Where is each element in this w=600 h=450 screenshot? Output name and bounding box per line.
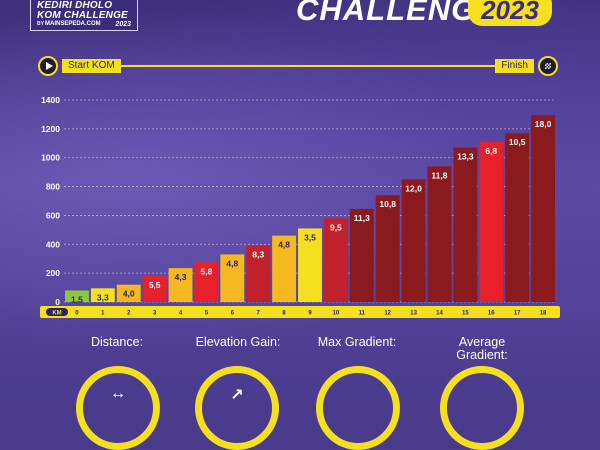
event-logo: KEDIRI DHOLO KOM CHALLENGE BY MAINSEPEDA…: [30, 0, 138, 31]
bar-value-label: 4,3: [175, 272, 187, 282]
elevation-gain-label: Elevation Gain:: [195, 335, 281, 349]
bar-value-label: 4,8: [278, 240, 290, 250]
bar-value-label: 8,3: [252, 250, 264, 260]
elevation-ring: ↗: [195, 366, 279, 450]
bar: [298, 228, 322, 302]
x-tick-label: 3: [153, 311, 157, 317]
play-icon: [38, 56, 58, 76]
bar-value-label: 10,8: [379, 199, 396, 209]
bar-value-label: 3,3: [97, 292, 109, 302]
x-tick-label: 18: [540, 311, 547, 317]
x-tick-label: 7: [257, 311, 261, 317]
bar: [220, 254, 245, 302]
x-axis-bar: [40, 306, 560, 318]
finish-flag-icon: [538, 56, 558, 76]
bar: [65, 290, 89, 302]
bar-value-label: 6,8: [485, 146, 497, 156]
x-tick-label: 17: [514, 311, 521, 317]
x-tick-label: 5: [205, 311, 209, 317]
bar-value-label: 11,8: [431, 170, 447, 180]
x-tick-label: 16: [488, 311, 495, 317]
y-tick-label: 1400: [41, 95, 60, 105]
x-tick-label: 13: [410, 311, 417, 317]
bar: [479, 141, 504, 302]
max-gradient-label: Max Gradient:: [317, 335, 397, 349]
logo-by: BY: [37, 21, 44, 27]
bar-value-label: 4,0: [123, 289, 135, 299]
elevation-chart: 0 200 400 600 800 1000 1200 1400 KM 1,5 0 3,3 1 4,0 2 5…: [40, 95, 560, 318]
bar-value-label: 3,5: [304, 232, 316, 242]
y-tick-label: 1200: [41, 124, 60, 134]
bar: [272, 235, 297, 302]
bar-value-label: 11,3: [354, 213, 370, 223]
x-tick-label: 14: [436, 311, 443, 317]
logo-line-1: KEDIRI DHOLO: [37, 0, 113, 11]
x-tick-label: 11: [359, 311, 366, 317]
start-label: Start KOM: [62, 59, 121, 73]
bar: [531, 115, 555, 303]
x-tick-label: 8: [282, 311, 286, 317]
bar: [194, 262, 219, 302]
x-tick-label: 2: [127, 311, 131, 317]
title-year-badge: 2023: [468, 0, 552, 26]
bar-value-label: 9,5: [330, 222, 342, 232]
arrows-horizontal-icon: ↔: [110, 385, 126, 402]
bar: [116, 284, 141, 302]
logo-year: 2023: [115, 21, 131, 28]
bar-value-label: 4,8: [226, 258, 238, 268]
bar: [168, 268, 193, 302]
logo-line-2: KOM CHALLENGE: [37, 10, 128, 21]
max-gradient-ring: [316, 366, 400, 450]
logo-sponsor: MAINSEPEDA.COM: [45, 21, 101, 27]
bar: [323, 218, 348, 302]
bar: [401, 179, 426, 302]
x-tick-label: 1: [101, 311, 105, 317]
bar-value-label: 10,5: [509, 137, 526, 147]
bar: [142, 276, 167, 302]
arrow-up-right-icon: ↗: [230, 387, 244, 404]
y-tick-label: 600: [46, 210, 60, 220]
x-tick-label: 6: [231, 311, 235, 317]
x-tick-label: 15: [462, 311, 469, 317]
bar: [246, 245, 271, 302]
route-line: [62, 65, 534, 67]
y-tick-label: 200: [46, 268, 60, 278]
average-gradient-ring: [440, 366, 524, 450]
bar: [90, 288, 115, 302]
bar-value-label: 5,5: [149, 280, 161, 290]
x-tick-label: 0: [75, 311, 79, 317]
page-title: CHALLENGE: [296, 0, 498, 27]
distance-label: Distance:: [90, 335, 144, 349]
bar: [375, 195, 400, 302]
finish-label: Finish: [495, 59, 534, 73]
bar-value-label: 5,8: [201, 266, 213, 276]
bar: [349, 208, 374, 302]
distance-ring: ↔: [76, 366, 160, 450]
y-tick-label: 400: [46, 239, 60, 249]
route-track: Start KOM Finish: [38, 56, 558, 76]
bar-value-label: 13,3: [457, 152, 474, 162]
x-axis-unit-badge: [46, 308, 68, 316]
bar-value-label: 12,0: [405, 183, 422, 193]
bar: [453, 147, 478, 302]
x-tick-label: 10: [333, 311, 340, 317]
x-tick-label: 9: [308, 311, 312, 317]
x-tick-label: 4: [179, 311, 183, 317]
bar: [505, 133, 530, 302]
bar-value-label: 18,0: [535, 119, 552, 129]
bar-value-label: 1,5: [71, 294, 83, 304]
x-tick-label: 12: [384, 311, 391, 317]
y-tick-label: 1000: [41, 153, 60, 163]
average-gradient-label: Average Gradient:: [456, 335, 508, 362]
bar: [427, 166, 452, 302]
y-tick-label: 0: [55, 297, 60, 307]
y-tick-label: 800: [46, 182, 60, 192]
x-axis-label: KM: [52, 311, 61, 317]
